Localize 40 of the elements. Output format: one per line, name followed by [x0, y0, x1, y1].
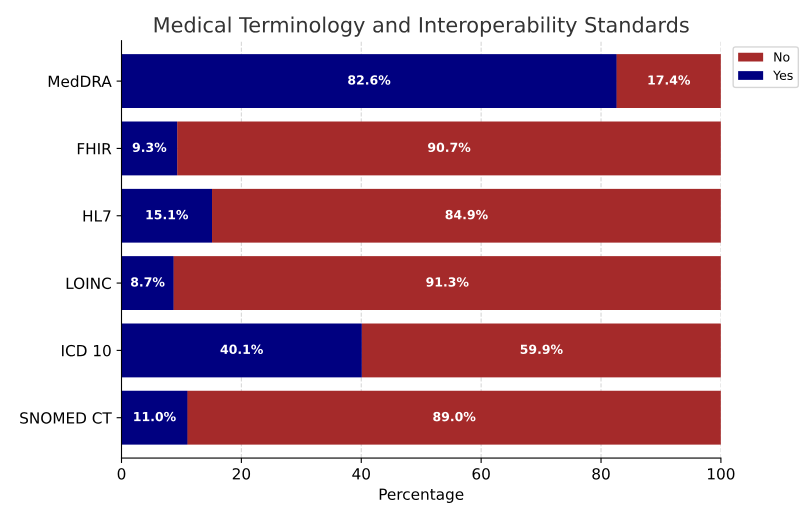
bar — [187, 390, 721, 445]
bar — [122, 390, 188, 445]
bar — [122, 122, 178, 176]
data-label: 89.0% — [433, 412, 476, 422]
data-label: 90.7% — [428, 142, 470, 152]
data-label: 91.3% — [426, 277, 469, 287]
bar — [122, 54, 617, 108]
bar — [122, 323, 362, 378]
legend-label: Yes — [773, 70, 793, 80]
x-tick-label: 80 — [592, 468, 610, 480]
bar — [177, 122, 721, 176]
legend-label: No — [774, 52, 790, 62]
data-label: 84.9% — [446, 210, 488, 220]
chart-title: Medical Terminology and Interoperability Standards — [154, 16, 689, 37]
y-tick-label: ICD 10 — [62, 344, 111, 356]
bar — [174, 256, 721, 310]
y-tick-label: SNOMED CT — [20, 412, 112, 424]
bar — [616, 54, 721, 108]
x-tick-label: 0 — [118, 468, 126, 480]
data-label: 82.6% — [348, 75, 390, 85]
bar — [362, 323, 721, 378]
x-axis-title: Percentage — [380, 488, 464, 503]
y-tick-label: LOINC — [66, 278, 111, 290]
x-tick-label: 60 — [472, 468, 490, 480]
x-tick-label: 40 — [352, 468, 370, 480]
data-label: 40.1% — [220, 344, 263, 354]
data-label: 11.0% — [134, 412, 176, 422]
data-label: 9.3% — [132, 142, 166, 152]
y-tick-label: HL7 — [84, 210, 110, 222]
data-label: 17.4% — [648, 75, 690, 85]
data-label: 59.9% — [520, 344, 563, 354]
x-tick-label: 20 — [232, 468, 250, 480]
bar — [122, 188, 212, 243]
x-tick-label: 100 — [708, 468, 734, 480]
y-tick-label: FHIR — [78, 143, 112, 154]
bar — [212, 188, 721, 243]
data-label: 8.7% — [131, 277, 165, 287]
bar — [122, 256, 174, 310]
data-label: 15.1% — [146, 210, 188, 220]
y-tick-label: MedDRA — [48, 75, 112, 88]
